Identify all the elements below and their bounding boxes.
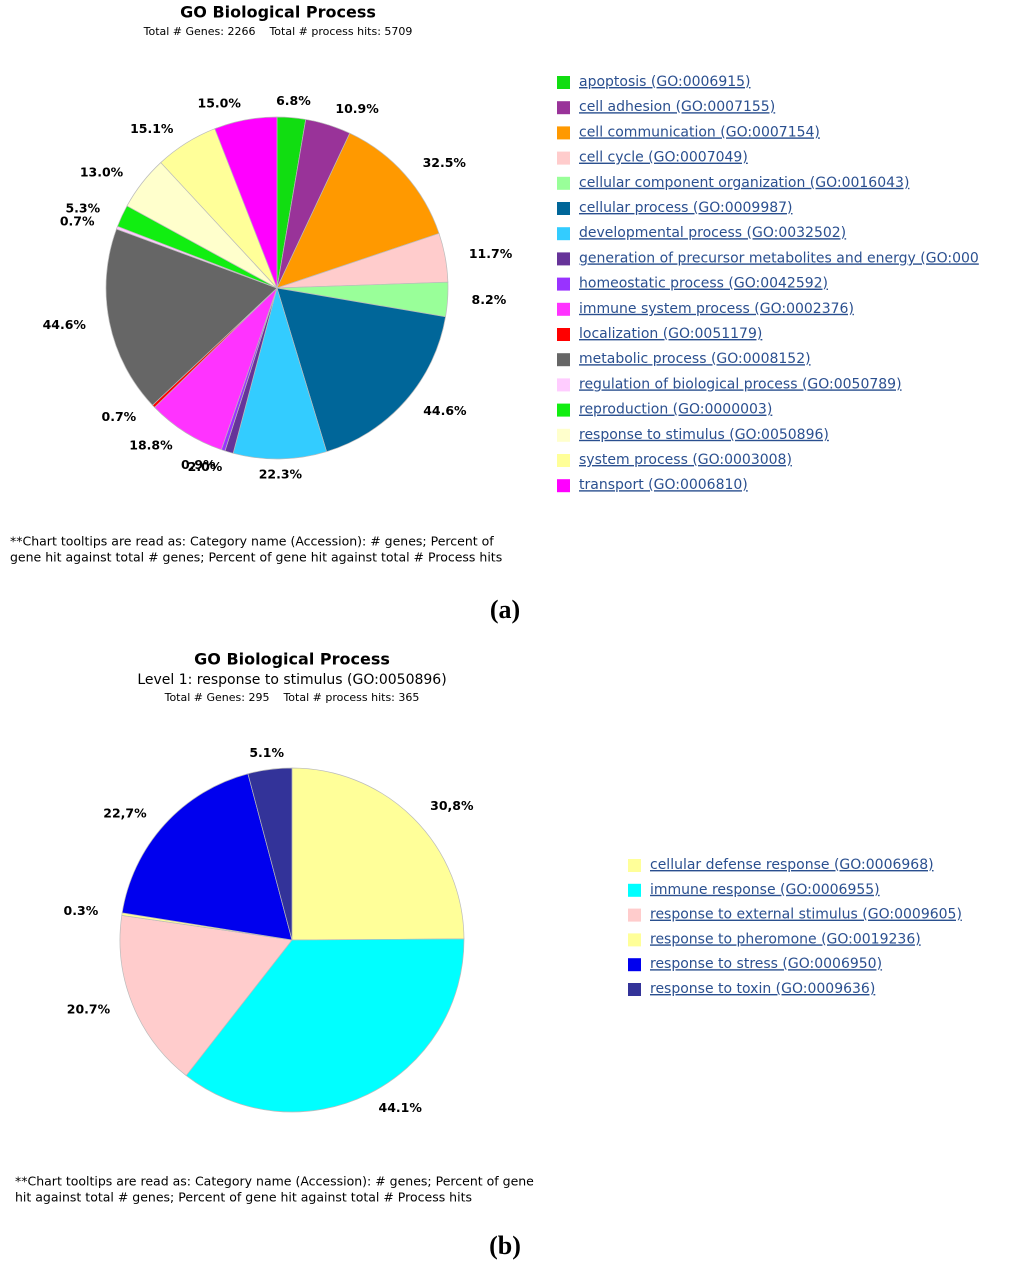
- legend-swatch: [628, 859, 641, 872]
- legend-link[interactable]: generation of precursor metabolites and …: [579, 250, 979, 266]
- legend-link[interactable]: response to toxin (GO:0009636): [650, 981, 875, 997]
- legend-link[interactable]: response to stimulus (GO:0050896): [579, 427, 829, 443]
- slice-label: 11.7%: [469, 246, 513, 261]
- footnote: **Chart tooltips are read as: Category n…: [15, 1174, 534, 1189]
- slice-label: 13.0%: [80, 165, 124, 180]
- pie-slice: [291, 767, 465, 941]
- slice-label: 0.3%: [64, 903, 99, 918]
- slice-label: 18.8%: [129, 437, 173, 452]
- legend-link[interactable]: cell communication (GO:0007154): [579, 124, 820, 140]
- legend-link[interactable]: immune system process (GO:0002376): [579, 301, 854, 317]
- legend-swatch: [628, 883, 641, 897]
- pie-slice: [121, 773, 293, 941]
- slice-label: 0.7%: [102, 409, 137, 424]
- slice-label: 44.6%: [423, 403, 467, 418]
- legend-swatch: [557, 277, 570, 291]
- slice-label: 5.1%: [249, 745, 284, 760]
- slice-label: 22,7%: [103, 805, 147, 820]
- pie-slice: [276, 287, 446, 453]
- legend-link[interactable]: cellular defense response (GO:0006968): [650, 857, 934, 873]
- slice-label: 0.9%: [181, 457, 216, 472]
- footnote: gene hit against total # genes; Percent …: [10, 550, 502, 565]
- slice-label: 0.7%: [60, 214, 95, 229]
- legend-link[interactable]: cellular component organization (GO:0016…: [579, 175, 909, 191]
- legend-link[interactable]: transport (GO:0006810): [579, 477, 748, 493]
- legend-swatch: [628, 908, 641, 922]
- legend-swatch: [557, 202, 570, 215]
- legend-swatch: [557, 479, 570, 493]
- pie-slice: [276, 132, 440, 289]
- slice-label: 2.0%: [188, 459, 223, 474]
- slice-label: 44.1%: [379, 1100, 423, 1115]
- panel-label: (a): [490, 595, 520, 624]
- legend-swatch: [557, 227, 570, 241]
- legend-swatch: [628, 933, 641, 947]
- pie-slice: [247, 767, 293, 941]
- slice-label: 10.9%: [335, 101, 379, 116]
- legend-link[interactable]: system process (GO:0003008): [579, 452, 792, 468]
- legend-swatch: [557, 353, 570, 367]
- slice-label: 15.1%: [130, 121, 174, 136]
- footnote: **Chart tooltips are read as: Category n…: [10, 534, 494, 549]
- chart-subtitle: Total # Genes: 295 Total # process hits:…: [164, 691, 420, 704]
- legend-swatch: [557, 76, 570, 89]
- legend-swatch: [557, 176, 570, 190]
- panel-label: (b): [489, 1231, 521, 1260]
- slice-label: 22.3%: [259, 466, 303, 481]
- legend-swatch: [557, 126, 570, 140]
- slice-label: 8.2%: [472, 292, 507, 307]
- legend-swatch: [557, 428, 570, 442]
- slice-label: 20.7%: [67, 1002, 111, 1017]
- legend-link[interactable]: response to external stimulus (GO:000960…: [650, 907, 962, 923]
- legend-link[interactable]: immune response (GO:0006955): [650, 882, 880, 898]
- pie-slice: [232, 286, 328, 460]
- slice-label: 30,8%: [430, 798, 474, 813]
- pie-slice: [119, 915, 293, 1077]
- legend-swatch: [557, 328, 570, 341]
- legend-swatch: [557, 403, 570, 417]
- legend-link[interactable]: regulation of biological process (GO:005…: [579, 376, 902, 392]
- chart-subtitle: Level 1: response to stimulus (GO:005089…: [137, 672, 446, 688]
- legend-link[interactable]: localization (GO:0051179): [579, 326, 762, 342]
- pie-slice: [105, 228, 278, 406]
- slice-label: 6.8%: [276, 93, 311, 108]
- legend-swatch: [557, 454, 570, 467]
- chart-subtitle: Total # Genes: 2266 Total # process hits…: [143, 25, 413, 38]
- legend-link[interactable]: response to pheromone (GO:0019236): [650, 931, 921, 947]
- legend-link[interactable]: apoptosis (GO:0006915): [579, 74, 751, 90]
- chart-title: GO Biological Process: [194, 650, 390, 669]
- legend-link[interactable]: developmental process (GO:0032502): [579, 225, 846, 241]
- slice-label: 44.6%: [43, 317, 87, 332]
- chart-title: GO Biological Process: [180, 3, 376, 22]
- legend-swatch: [628, 958, 641, 972]
- slice-label: 15.0%: [198, 96, 242, 111]
- slice-label: 32.5%: [423, 155, 467, 170]
- legend-link[interactable]: cellular process (GO:0009987): [579, 200, 793, 216]
- legend-swatch: [557, 151, 570, 165]
- legend-swatch: [557, 252, 570, 266]
- legend-link[interactable]: response to stress (GO:0006950): [650, 956, 882, 972]
- legend-link[interactable]: homeostatic process (GO:0042592): [579, 276, 828, 292]
- footnote: hit against total # genes; Percent of ge…: [15, 1190, 472, 1205]
- pie-slice: [214, 116, 278, 289]
- pie-slice: [185, 938, 465, 1113]
- slice-label: 5.3%: [65, 201, 100, 216]
- legend-swatch: [557, 101, 570, 115]
- legend-link[interactable]: metabolic process (GO:0008152): [579, 351, 811, 367]
- legend-swatch: [557, 302, 570, 316]
- legend-swatch: [628, 983, 641, 996]
- legend-swatch: [557, 378, 570, 392]
- legend-link[interactable]: cell adhesion (GO:0007155): [579, 99, 775, 115]
- legend-link[interactable]: cell cycle (GO:0007049): [579, 150, 748, 166]
- legend-link[interactable]: reproduction (GO:0000003): [579, 402, 772, 418]
